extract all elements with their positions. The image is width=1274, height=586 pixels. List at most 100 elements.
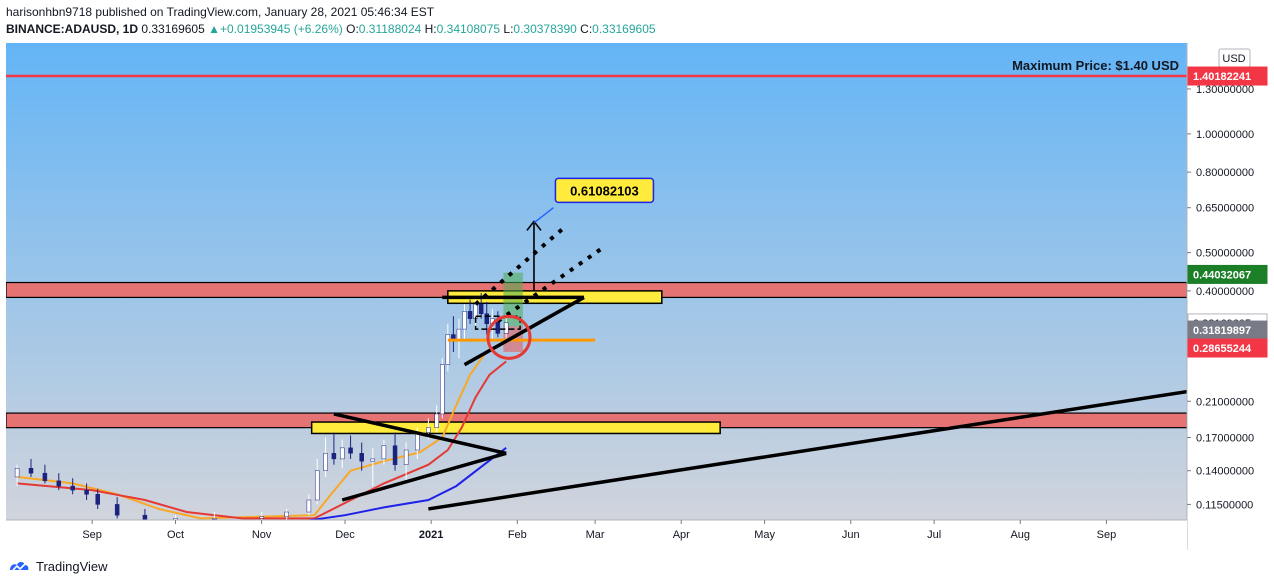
consolidation-box: [474, 315, 521, 330]
trendline-solid: [333, 412, 507, 455]
green-price-badge: [1187, 264, 1268, 284]
target-callout: [554, 177, 655, 204]
time-tick-label: May: [754, 529, 775, 541]
candle-body: [42, 472, 48, 482]
projection-arrow-head: [526, 220, 542, 231]
candle-body: [28, 468, 34, 474]
trendline-solid: [341, 451, 507, 502]
last-price: 0.33169605: [141, 22, 205, 36]
candle-body: [323, 453, 328, 471]
candle-body: [434, 413, 439, 428]
grey-price-badge-label: 0.31819897: [1193, 325, 1251, 337]
plot-background: [6, 43, 1187, 520]
price-tick-label: 0.40000000: [1196, 286, 1254, 298]
low-value: 0.30378390: [513, 22, 577, 36]
time-tick-label: Jul: [927, 529, 941, 541]
candle-body: [484, 313, 489, 325]
candle-body: [70, 485, 75, 491]
trendline-solid: [463, 295, 585, 367]
price-tick-label: 0.14000000: [1196, 466, 1254, 478]
target-callout-link: [533, 207, 554, 224]
price-tick-label: 1.00000000: [1196, 129, 1254, 141]
symbol-label[interactable]: BINANCE:ADAUSD, 1D: [6, 22, 139, 36]
moving-average-gold: [16, 339, 507, 520]
candle-body: [84, 489, 89, 495]
high-label: H:: [424, 22, 437, 36]
candle-body: [381, 445, 387, 460]
time-tick-label: Dec: [335, 529, 355, 541]
candle-body: [259, 516, 264, 519]
currency-button-label: USD: [1222, 53, 1245, 65]
time-tick-label: Oct: [167, 529, 184, 541]
red-price-badge-label: 0.28655244: [1193, 343, 1252, 355]
candle-body: [426, 427, 431, 433]
candle-body: [478, 303, 484, 314]
candle-body: [359, 453, 364, 462]
candle-body: [403, 449, 409, 465]
red-price-badge: [1187, 338, 1268, 358]
close-value: 0.33169605: [592, 22, 656, 36]
footer-brand-label: TradingView: [36, 559, 108, 574]
time-tick-label: Sep: [1097, 529, 1117, 541]
candle-body: [348, 447, 353, 454]
footer-brand[interactable]: TradingView: [8, 559, 108, 574]
time-tick-label: 2021: [419, 529, 443, 541]
time-tick-label: Aug: [1010, 529, 1030, 541]
published-line: harisonhbn9718 published on TradingView.…: [6, 5, 435, 19]
candle-body: [440, 364, 445, 415]
time-tick-label: Nov: [252, 529, 272, 541]
high-value: 0.34108075: [436, 22, 501, 36]
moving-average-blue: [304, 447, 507, 520]
trendline-solid: [428, 389, 1187, 511]
green-price-badge-label: 0.44032067: [1193, 269, 1251, 281]
time-tick-label: Mar: [586, 529, 605, 541]
max-price-label: Maximum Price: $1.40 USD: [1012, 58, 1179, 73]
time-tick-label: Sep: [82, 529, 102, 541]
tradingview-logo-icon: [10, 561, 29, 571]
candle-body: [370, 458, 376, 462]
candle-body: [284, 511, 289, 518]
change-up-icon: ▲: [208, 22, 220, 36]
time-tick-label: Apr: [673, 529, 690, 541]
candle-body: [462, 311, 467, 330]
candle-body: [114, 504, 120, 516]
trendline-dotted: [474, 225, 566, 306]
price-tick-label: 0.21000000: [1196, 396, 1254, 408]
price-tick-label: 0.50000000: [1196, 248, 1254, 260]
candle-body: [56, 480, 62, 487]
time-tick-label: Feb: [508, 529, 527, 541]
candle-body: [445, 334, 451, 365]
price-tick-label: 0.65000000: [1196, 203, 1254, 215]
price-tick-label: 1.30000000: [1196, 84, 1254, 96]
candle-body: [314, 470, 320, 501]
price-tick-label: 0.11500000: [1196, 499, 1253, 511]
candle-body: [306, 499, 312, 513]
candle-body: [95, 494, 100, 505]
candle-body: [467, 311, 473, 319]
price-tick-label: 0.17000000: [1196, 432, 1254, 444]
price-axis-background: [1187, 43, 1268, 550]
time-axis-background: [6, 520, 1187, 550]
highlight-circle: [486, 314, 532, 360]
ohlc-legend: BINANCE:ADAUSD, 1D 0.33169605 ▲+0.019539…: [6, 22, 656, 36]
target-callout-label: 0.61082103: [570, 183, 639, 198]
time-tick-label: Jun: [842, 529, 860, 541]
candle-body: [331, 453, 337, 460]
max-price-badge-label: 1.40182241: [1193, 71, 1251, 83]
candle-body: [503, 322, 509, 334]
candle-body: [142, 514, 148, 520]
yellow-box-1: [310, 421, 721, 435]
candle-body: [392, 445, 398, 465]
low-label: L:: [503, 22, 514, 36]
price-tick-label: 0.80000000: [1196, 167, 1254, 179]
candle-body: [14, 468, 20, 478]
open-value: 0.31188024: [358, 22, 422, 36]
candle-body: [339, 447, 345, 460]
open-label: O:: [346, 22, 359, 36]
candle-body: [212, 518, 217, 520]
candle-body: [415, 432, 420, 451]
close-label: C:: [580, 22, 593, 36]
change-value: +0.01953945 (+6.26%): [220, 22, 343, 36]
chart-container[interactable]: 1.30000000 1.00000000 0.80000000 0.65000000…: [6, 43, 1268, 550]
price-chart[interactable]: 1.30000000 1.00000000 0.80000000 0.65000000…: [6, 43, 1268, 550]
